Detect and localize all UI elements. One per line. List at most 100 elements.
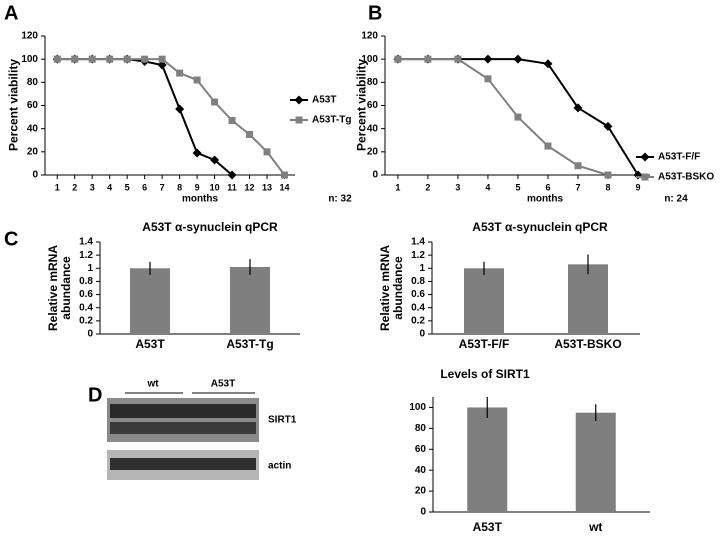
y-tick-label: 40 xyxy=(367,123,379,134)
y-tick-label: 1 xyxy=(87,263,93,274)
y-tick-label: 0 xyxy=(420,507,426,518)
x-tick-label: 13 xyxy=(262,182,272,192)
bar xyxy=(230,266,270,334)
y-tick-label: 0.4 xyxy=(411,302,425,313)
y-tick-label: 120 xyxy=(21,31,38,42)
point xyxy=(574,162,582,170)
y-tick-label: 0 xyxy=(419,329,425,340)
point xyxy=(158,55,166,63)
x-tick-label: 7 xyxy=(160,182,165,192)
x-tick-label: 5 xyxy=(515,182,520,192)
x-tick-label: 2 xyxy=(425,182,430,192)
point xyxy=(228,117,236,125)
bar xyxy=(464,268,504,334)
y-axis-label: Relative mRNA abundance xyxy=(378,244,405,332)
x-tick-label: 4 xyxy=(107,182,112,192)
x-tick-label: 8 xyxy=(605,182,610,192)
y-tick-label: 60 xyxy=(27,100,39,111)
x-tick-label: 14 xyxy=(280,182,290,192)
legend-marker xyxy=(641,173,649,181)
point xyxy=(514,113,522,121)
y-tick-label: 1.2 xyxy=(79,250,93,261)
x-tick-label: A53T-Tg xyxy=(226,337,273,351)
point xyxy=(210,155,220,165)
point xyxy=(573,103,583,113)
y-tick-label: 0 xyxy=(87,329,93,340)
legend-marker xyxy=(294,95,304,105)
legend-label: A53T-BSKO xyxy=(658,172,714,183)
x-tick-label: A53T xyxy=(473,520,503,534)
legend-marker xyxy=(640,152,650,162)
point xyxy=(227,170,237,180)
legend-label: A53T-Tg xyxy=(312,115,351,126)
series-line xyxy=(57,58,286,176)
point xyxy=(71,55,79,63)
point xyxy=(192,148,202,158)
bar xyxy=(575,412,616,512)
y-tick-label: 100 xyxy=(409,402,426,413)
x-tick-label: 2 xyxy=(72,182,77,192)
point xyxy=(53,55,61,63)
y-tick-label: 0.8 xyxy=(411,276,425,287)
point xyxy=(106,55,114,63)
y-tick-label: 120 xyxy=(361,31,378,42)
legend-label: A53T xyxy=(312,95,336,106)
y-axis-label: Percent viability xyxy=(6,58,21,152)
chart-title: Levels of SIRT1 xyxy=(440,367,530,381)
y-tick-label: 80 xyxy=(27,77,39,88)
y-tick-label: 0 xyxy=(372,170,378,181)
series-line xyxy=(57,58,233,176)
x-tick-label: 9 xyxy=(195,182,200,192)
x-tick-label: A53T-BSKO xyxy=(554,337,621,351)
y-tick-label: 100 xyxy=(361,54,378,65)
x-tick-label: 11 xyxy=(227,182,237,192)
y-tick-label: 20 xyxy=(415,486,427,497)
point xyxy=(246,130,254,138)
point xyxy=(424,55,432,63)
y-tick-label: 60 xyxy=(415,444,427,455)
y-tick-label: 20 xyxy=(367,146,379,157)
point xyxy=(513,54,523,64)
y-tick-label: 60 xyxy=(367,100,379,111)
point xyxy=(175,104,185,114)
panel-label: C xyxy=(4,228,18,250)
x-tick-label: 3 xyxy=(90,182,95,192)
point xyxy=(123,55,131,63)
bar xyxy=(130,268,170,334)
x-tick-label: 8 xyxy=(177,182,182,192)
y-tick-label: 1 xyxy=(419,263,425,274)
point xyxy=(543,59,553,69)
x-tick-label: 6 xyxy=(142,182,147,192)
point xyxy=(604,171,612,179)
y-tick-label: 20 xyxy=(27,146,39,157)
y-tick-label: 80 xyxy=(415,423,427,434)
x-axis-label: months xyxy=(527,194,564,205)
point xyxy=(603,121,613,131)
x-tick-label: A53T-F/F xyxy=(459,337,510,351)
annotation: n: 24 xyxy=(664,194,688,205)
y-tick-label: 80 xyxy=(367,77,379,88)
y-tick-label: 1.4 xyxy=(79,237,93,248)
blot-image xyxy=(107,398,259,480)
y-tick-label: 40 xyxy=(415,465,427,476)
annotation: n: 32 xyxy=(328,194,352,205)
y-tick-label: 0.6 xyxy=(79,289,93,300)
point xyxy=(281,171,289,179)
x-axis-label: months xyxy=(182,194,219,205)
y-tick-label: 0.8 xyxy=(79,276,93,287)
x-tick-label: 1 xyxy=(55,182,60,192)
point xyxy=(88,55,96,63)
bar xyxy=(568,264,608,334)
point xyxy=(484,75,492,83)
panel-label: B xyxy=(368,2,382,24)
y-tick-label: 1.4 xyxy=(411,237,425,248)
point xyxy=(157,60,167,70)
y-tick-label: 40 xyxy=(27,123,39,134)
y-tick-label: 0 xyxy=(32,170,38,181)
y-tick-label: 100 xyxy=(21,54,38,65)
legend-marker xyxy=(295,116,303,124)
point xyxy=(454,55,462,63)
point xyxy=(633,170,643,180)
